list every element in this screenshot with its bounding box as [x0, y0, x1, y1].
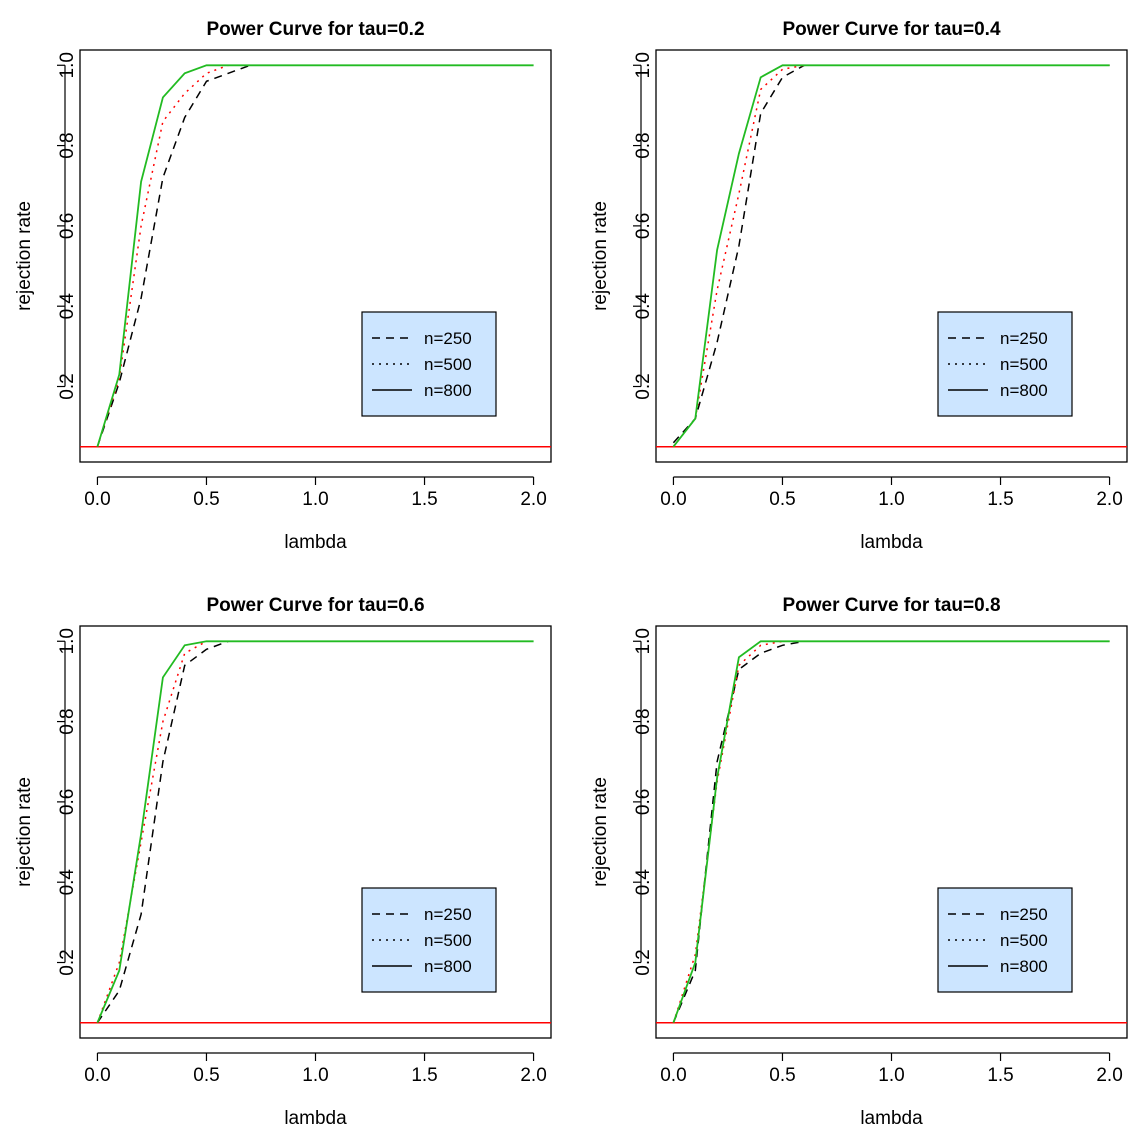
y-tick-label: 0.6 — [57, 213, 78, 239]
legend-box — [937, 311, 1073, 417]
x-axis-label: lambda — [860, 532, 923, 553]
y-tick-label: 1.0 — [57, 628, 78, 654]
plot-frame — [79, 49, 552, 463]
y-tick-label: 1.0 — [57, 52, 78, 78]
y-axis-label: rejection rate — [14, 201, 35, 311]
x-tick-label: 0.0 — [84, 489, 110, 510]
x-tick-label: 0.0 — [84, 1065, 110, 1086]
x-tick-label: 2.0 — [1096, 1065, 1122, 1086]
legend-label: n=250 — [424, 329, 472, 348]
x-tick-label: 2.0 — [520, 1065, 546, 1086]
x-tick-label: 0.0 — [660, 1065, 686, 1086]
series-line — [672, 640, 1110, 1024]
legend-label: n=500 — [424, 355, 472, 374]
legend-label: n=250 — [1000, 905, 1048, 924]
chart-title: Power Curve for tau=0.8 — [782, 595, 1000, 616]
chart-panel: Power Curve for tau=0.2 0.0 0.5 1.0 1.5 2.0 0.… — [14, 19, 552, 553]
x-tick-label: 2.0 — [520, 489, 546, 510]
y-axis-label: rejection rate — [590, 777, 611, 887]
x-tick-label: 1.0 — [878, 489, 904, 510]
y-tick-label: 0.8 — [633, 132, 654, 158]
x-tick-label: 1.0 — [878, 1065, 904, 1086]
x-tick-label: 0.5 — [193, 489, 219, 510]
legend-box — [937, 887, 1073, 993]
x-tick-label: 0.5 — [193, 1065, 219, 1086]
y-tick-label: 0.8 — [57, 708, 78, 734]
chart-panel: Power Curve for tau=0.8 0.0 0.5 1.0 1.5 2.0 0.… — [590, 595, 1128, 1128]
y-tick-label: 0.4 — [57, 869, 78, 896]
x-tick-label: 0.5 — [769, 1065, 795, 1086]
chart-panel: Power Curve for tau=0.4 0.0 0.5 1.0 1.5 2.0 0.… — [590, 19, 1128, 553]
y-tick-label: 1.0 — [633, 52, 654, 78]
legend-label: n=500 — [1000, 355, 1048, 374]
y-tick-label: 0.8 — [633, 708, 654, 734]
chart-panel: Power Curve for tau=0.6 0.0 0.5 1.0 1.5 2.0 0.… — [14, 595, 552, 1128]
x-tick-label: 1.0 — [302, 489, 328, 510]
y-tick-label: 0.4 — [633, 293, 654, 320]
x-tick-label: 0.5 — [769, 489, 795, 510]
y-tick-label: 0.2 — [57, 949, 78, 975]
series-line — [96, 64, 534, 447]
y-tick-label: 0.2 — [633, 949, 654, 975]
legend-box — [361, 887, 497, 993]
series-line — [96, 64, 534, 447]
chart-title: Power Curve for tau=0.2 — [206, 19, 424, 40]
y-tick-label: 0.2 — [57, 373, 78, 399]
y-tick-label: 0.8 — [57, 132, 78, 158]
y-tick-label: 0.4 — [633, 869, 654, 896]
legend-label: n=500 — [1000, 931, 1048, 950]
legend-label: n=800 — [424, 381, 472, 400]
y-tick-label: 0.6 — [633, 213, 654, 239]
chart-title: Power Curve for tau=0.4 — [782, 19, 1000, 40]
y-tick-label: 0.2 — [633, 373, 654, 399]
x-tick-label: 1.5 — [411, 1065, 437, 1086]
legend-label: n=800 — [1000, 381, 1048, 400]
y-tick-label: 0.6 — [633, 789, 654, 815]
y-tick-label: 0.4 — [57, 293, 78, 320]
legend-box — [361, 311, 497, 417]
chart-title: Power Curve for tau=0.6 — [206, 595, 424, 616]
y-tick-label: 1.0 — [633, 628, 654, 654]
plot-frame — [79, 625, 552, 1039]
x-axis-label: lambda — [284, 1108, 347, 1128]
x-tick-label: 1.5 — [411, 489, 437, 510]
y-axis-label: rejection rate — [14, 777, 35, 887]
x-tick-label: 1.5 — [987, 1065, 1013, 1086]
legend-label: n=500 — [424, 931, 472, 950]
legend-label: n=800 — [1000, 957, 1048, 976]
series-line — [96, 640, 534, 1024]
x-tick-label: 1.0 — [302, 1065, 328, 1086]
x-tick-label: 2.0 — [1096, 489, 1122, 510]
legend-label: n=250 — [1000, 329, 1048, 348]
x-tick-label: 0.0 — [660, 489, 686, 510]
plot-frame — [655, 49, 1128, 463]
y-axis-label: rejection rate — [590, 201, 611, 311]
x-axis-label: lambda — [284, 532, 347, 553]
x-axis-label: lambda — [860, 1108, 923, 1128]
plot-frame — [655, 625, 1128, 1039]
y-tick-label: 0.6 — [57, 789, 78, 815]
legend-label: n=800 — [424, 957, 472, 976]
series-line — [672, 64, 1110, 448]
x-tick-label: 1.5 — [987, 489, 1013, 510]
legend-label: n=250 — [424, 905, 472, 924]
